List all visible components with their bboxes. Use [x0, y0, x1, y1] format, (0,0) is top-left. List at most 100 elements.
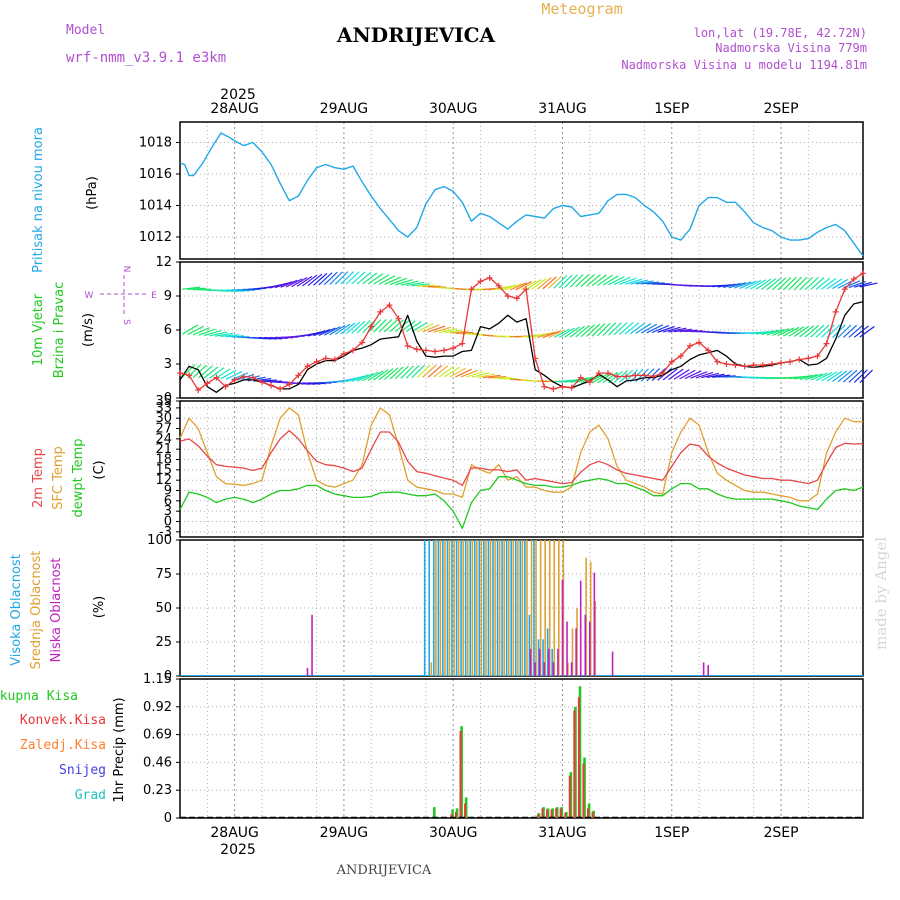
- wind-barb: [373, 369, 389, 381]
- wind-barb: [307, 273, 323, 287]
- wind-barb: [509, 282, 527, 291]
- wind-gust-marker: [468, 286, 475, 293]
- wind-barb: [815, 277, 831, 290]
- wind-gust-marker: [231, 376, 238, 383]
- wind-gust-marker: [222, 383, 229, 390]
- wind-gust-marker: [350, 347, 357, 354]
- wind-barb: [405, 321, 422, 333]
- y-tick-label: 6: [164, 494, 172, 509]
- y-tick-label: 6: [164, 323, 172, 338]
- wind-barb: [564, 326, 580, 338]
- wind-barb: [274, 281, 293, 289]
- wind-barb: [427, 365, 443, 378]
- precip-conv-bar: [536, 814, 539, 818]
- precip-total-bar: [551, 808, 554, 818]
- wind-barb: [706, 373, 725, 379]
- wind-gust-marker: [386, 302, 393, 309]
- wind-barb: [411, 364, 425, 379]
- precip-total-bar: [592, 810, 595, 818]
- wind-barb: [198, 365, 213, 379]
- wind-barb: [635, 323, 652, 334]
- wind-gust-line: [179, 272, 864, 391]
- wind-barb: [384, 367, 399, 380]
- wind-barb: [641, 281, 660, 285]
- top-day-label: 29AUG: [320, 101, 369, 117]
- product-title: Meteogram: [541, 0, 622, 18]
- wind-gust-marker: [495, 282, 502, 289]
- pressure-unit: (hPa): [85, 176, 100, 210]
- wind-gust-marker: [677, 353, 684, 360]
- wind-barb: [624, 322, 640, 335]
- panel-frame: [179, 678, 864, 819]
- wind-barb: [575, 273, 590, 288]
- wind-barb: [225, 370, 243, 380]
- y-tick-label: 0: [164, 515, 172, 530]
- wind-barb: [586, 323, 601, 337]
- y-tick-label: 0.23: [143, 783, 172, 798]
- cloud-label-3: Niska Oblacnost: [49, 558, 64, 663]
- wind-gust-marker: [258, 379, 265, 386]
- wind-barb: [400, 320, 416, 333]
- top-day-label: 30AUG: [429, 101, 478, 117]
- wind-gust-marker: [686, 342, 693, 349]
- wind-gust-marker: [759, 362, 766, 369]
- bottom-day-label: 30AUG: [429, 825, 478, 841]
- wind-barb: [416, 364, 431, 379]
- precip-total-bar: [460, 726, 463, 818]
- precip-conv-bar: [582, 763, 585, 818]
- y-tick-label: 3: [164, 357, 172, 372]
- wind-barb: [733, 281, 752, 289]
- chart-layer: 1012101410161018036912-30369121518212427…: [139, 121, 878, 826]
- wind-gust-marker: [304, 363, 311, 370]
- wind-gust-marker: [204, 380, 211, 387]
- wind-gust-marker: [395, 315, 402, 322]
- wind-barb: [793, 325, 810, 338]
- wind-barb: [531, 278, 547, 290]
- wind-gust-marker: [359, 339, 366, 346]
- y-tick-label: -3: [159, 525, 172, 540]
- wind-gust-marker: [313, 358, 320, 365]
- top-day-label: 2SEP: [763, 101, 798, 117]
- wind-barb: [427, 325, 446, 333]
- wind-barb: [367, 370, 384, 382]
- wind-barb: [280, 279, 298, 288]
- y-tick-label: 1018: [139, 135, 172, 150]
- wind-barb: [657, 325, 675, 333]
- wind-barb: [291, 277, 308, 288]
- precip-total-bar: [587, 803, 591, 818]
- wind-barb: [826, 370, 843, 382]
- wind-barb: [203, 329, 222, 337]
- wind-barb: [843, 369, 858, 383]
- y-tick-label: 24: [155, 432, 172, 447]
- precip-conv-bar: [564, 813, 567, 818]
- wind-barb: [821, 324, 835, 338]
- wind-gust-marker: [668, 358, 675, 365]
- wind-barb: [438, 328, 457, 333]
- wind-gust-marker: [213, 374, 220, 381]
- wind-barb: [351, 320, 366, 334]
- wind-barb: [799, 276, 814, 291]
- wind-barb: [853, 325, 869, 338]
- wind-barb: [591, 274, 607, 287]
- wind-gust-marker: [431, 348, 438, 355]
- wind-barb: [859, 282, 878, 288]
- wind-gust-marker: [559, 383, 566, 390]
- wind-barb: [542, 330, 560, 339]
- precip-unit: 1hr Precip (mm): [112, 697, 127, 802]
- wind-barb: [324, 326, 341, 336]
- wind-gust-marker: [714, 358, 721, 365]
- wind-gust-marker: [541, 383, 548, 390]
- y-tick-label: 25: [155, 635, 172, 650]
- precip-label-conv: Konvek.Kisa: [20, 713, 106, 728]
- precip-conv-bar: [550, 809, 553, 818]
- wind-barb: [323, 271, 338, 286]
- wind-barb: [717, 283, 736, 288]
- wind-barb: [351, 271, 366, 285]
- wind-barb: [613, 276, 631, 286]
- wind-barb: [182, 286, 201, 290]
- precip-total-bar: [546, 808, 550, 818]
- wind-gust-marker: [823, 340, 830, 347]
- wind-barb: [444, 329, 463, 334]
- wind-barb: [449, 367, 467, 378]
- model-label: Model: [66, 23, 105, 38]
